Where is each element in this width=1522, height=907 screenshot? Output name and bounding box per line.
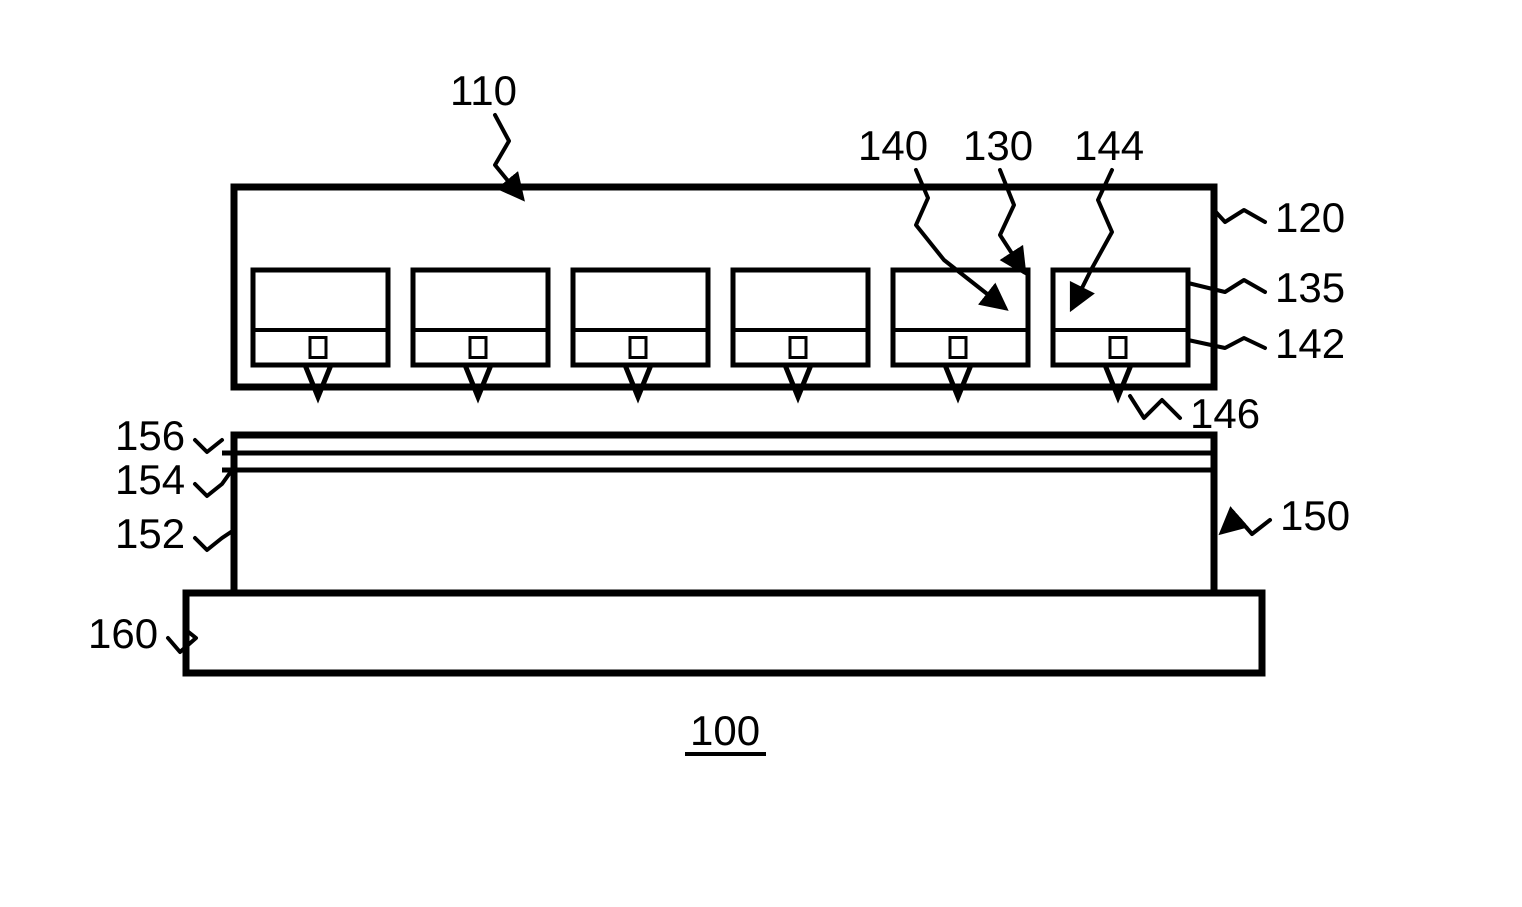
chamber: [253, 270, 388, 365]
ref-label-140: 140: [858, 122, 928, 169]
gate: [950, 338, 966, 358]
lead-144: [1072, 170, 1112, 308]
substrate-outline: [234, 435, 1214, 593]
lead-146: [1130, 396, 1180, 418]
nozzle: [785, 365, 811, 397]
gate: [630, 338, 646, 358]
lead-156: [195, 440, 222, 452]
band: [413, 330, 548, 365]
ref-label-120: 120: [1275, 194, 1345, 241]
ref-label-144: 144: [1074, 122, 1144, 169]
band: [253, 330, 388, 365]
ref-label-110: 110: [450, 67, 517, 114]
print-head-outline: [234, 187, 1214, 387]
ref-label-152: 152: [115, 510, 185, 557]
lead-140: [916, 170, 1005, 308]
ref-label-150: 150: [1280, 492, 1350, 539]
ref-label-130: 130: [963, 122, 1033, 169]
lead-150: [1222, 518, 1270, 534]
nozzle: [945, 365, 971, 397]
nozzle: [625, 365, 651, 397]
base-plate: [186, 593, 1262, 673]
chamber: [733, 270, 868, 365]
lead-142: [1188, 338, 1265, 348]
lead-154: [195, 470, 232, 496]
gate: [790, 338, 806, 358]
gate: [470, 338, 486, 358]
lead-120: [1214, 210, 1265, 222]
nozzle: [465, 365, 491, 397]
lead-135: [1188, 280, 1265, 292]
lead-152: [195, 530, 234, 550]
gate: [310, 338, 326, 358]
caption-label: 100: [690, 707, 760, 754]
ref-label-156: 156: [115, 412, 185, 459]
chamber: [573, 270, 708, 365]
band: [733, 330, 868, 365]
band: [893, 330, 1028, 365]
ref-label-154: 154: [115, 456, 185, 503]
chamber: [893, 270, 1028, 365]
nozzle: [1105, 365, 1131, 397]
ref-label-146: 146: [1190, 390, 1260, 437]
ref-label-160: 160: [88, 610, 158, 657]
ref-label-135: 135: [1275, 264, 1345, 311]
chamber: [413, 270, 548, 365]
lead-160: [168, 630, 196, 652]
band: [573, 330, 708, 365]
band: [1053, 330, 1188, 365]
ref-label-142: 142: [1275, 320, 1345, 367]
nozzle: [305, 365, 331, 397]
gate: [1110, 338, 1126, 358]
chamber: [1053, 270, 1188, 365]
